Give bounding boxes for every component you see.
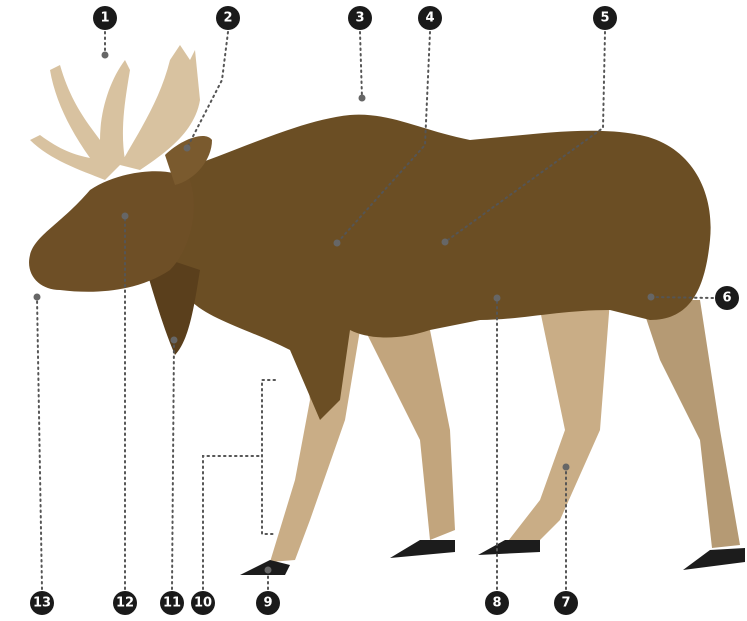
badge	[593, 6, 617, 30]
badge	[348, 6, 372, 30]
badge-number: 13	[33, 596, 51, 611]
badge-number: 2	[223, 11, 232, 26]
moose-illustration	[29, 45, 745, 575]
hoof	[478, 540, 540, 555]
badge	[554, 591, 578, 615]
leader-dot	[183, 144, 191, 152]
hoof	[390, 540, 455, 558]
badge	[256, 591, 280, 615]
antler	[120, 45, 200, 170]
leader-dot	[264, 566, 272, 574]
leader-line	[336, 31, 431, 244]
badge-number: 11	[163, 596, 181, 611]
badge-number: 4	[425, 11, 434, 26]
hoof	[683, 548, 745, 570]
hoof	[240, 560, 290, 575]
leader-line	[359, 31, 363, 99]
badge	[93, 6, 117, 30]
badge-number: 9	[263, 596, 272, 611]
leader-line	[186, 31, 229, 149]
badge-number: 8	[492, 596, 501, 611]
badge-number: 1	[100, 11, 109, 26]
hind-leg	[640, 300, 740, 548]
badge-number: 10	[194, 596, 212, 611]
leader-dot	[33, 293, 41, 301]
leader-line	[444, 31, 606, 243]
badge	[715, 286, 739, 310]
leader-dot	[121, 212, 129, 220]
leader-line	[202, 455, 263, 590]
antler	[30, 60, 130, 180]
leader-bracket	[261, 379, 276, 535]
leader-line	[36, 296, 43, 590]
leader-line	[650, 296, 714, 299]
leader-dot	[441, 238, 449, 246]
badge-number: 12	[116, 596, 134, 611]
leader-dot	[562, 463, 570, 471]
badge	[418, 6, 442, 30]
front-leg	[360, 320, 455, 540]
badge-number: 5	[600, 11, 609, 26]
ear	[165, 135, 212, 185]
badge	[485, 591, 509, 615]
badge	[216, 6, 240, 30]
hind-leg	[505, 300, 610, 545]
leader-dot	[170, 336, 178, 344]
badge	[113, 591, 137, 615]
leader-dot	[493, 294, 501, 302]
badge-number: 6	[722, 291, 731, 306]
badge-number: 7	[561, 596, 570, 611]
leader-line	[171, 339, 175, 590]
leader-dot	[333, 239, 341, 247]
badge	[30, 591, 54, 615]
head	[29, 171, 194, 292]
leader-dot	[647, 293, 655, 301]
badge	[160, 591, 184, 615]
badge	[191, 591, 215, 615]
leader-lines	[33, 31, 714, 590]
leader-dot	[101, 51, 109, 59]
body	[169, 114, 711, 420]
leader-dot	[358, 94, 366, 102]
badge-number: 3	[355, 11, 364, 26]
